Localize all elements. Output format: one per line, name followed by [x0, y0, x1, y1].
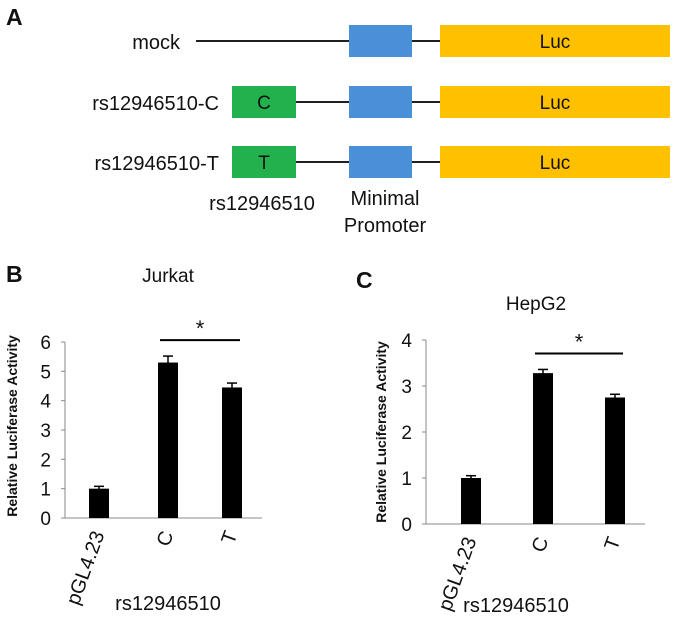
y-tick-label: 0: [40, 509, 51, 530]
enhancer-allele-label: T: [258, 153, 270, 174]
bar-c: [158, 362, 178, 518]
construct-c: rs12946510-C C Luc: [92, 86, 670, 118]
enhancer-box-c: [232, 86, 296, 118]
x-axis-label: rs12946510: [115, 593, 221, 615]
construct-t: rs12946510-T T Luc: [94, 146, 670, 178]
y-tick-label: 2: [401, 423, 412, 444]
panel-c-chart: C HepG2 Relative Luciferase Activity rs1…: [356, 267, 645, 617]
enhancer-allele-label: C: [257, 93, 271, 114]
y-tick-label: 5: [40, 362, 51, 383]
bar-pgl423: [89, 488, 109, 518]
construct-label: mock: [132, 32, 181, 54]
enhancer-box-t: [232, 146, 296, 178]
luc-box: [440, 86, 670, 118]
minimal-promoter-box: [349, 146, 412, 178]
promoter-caption-line1: Minimal: [351, 188, 420, 210]
y-tick-label: 2: [40, 450, 51, 471]
y-tick-label: 3: [401, 377, 412, 398]
y-tick-label: 3: [40, 421, 51, 442]
luc-label: Luc: [540, 32, 571, 53]
promoter-caption-line2: Promoter: [344, 215, 427, 237]
minimal-promoter-box: [349, 25, 412, 57]
construct-mock: mock Luc: [132, 25, 670, 57]
x-axis-label: rs12946510: [463, 595, 569, 617]
y-axis-label: Relative Luciferase Activity: [373, 341, 389, 523]
construct-label: rs12946510-T: [94, 153, 219, 175]
panel-a: A mock Luc rs12946510-C C Luc rs12946510…: [6, 4, 670, 237]
significance-star: *: [575, 329, 584, 354]
x-category-label: pGL4.23: [62, 528, 109, 608]
x-category-label: C: [153, 528, 179, 549]
y-tick-label: 0: [401, 515, 412, 536]
x-category-label: C: [528, 534, 554, 555]
y-tick-label: 4: [401, 331, 412, 352]
significance-star: *: [196, 316, 205, 341]
luc-box: [440, 146, 670, 178]
bar-pgl423: [461, 478, 481, 524]
y-tick-label: 4: [40, 392, 51, 413]
y-tick-label: 1: [401, 469, 412, 490]
y-tick-label: 6: [40, 333, 51, 354]
chart-title: Jurkat: [142, 266, 194, 287]
y-axis-label: Relative Luciferase Activity: [4, 335, 20, 517]
panel-b-letter: B: [6, 261, 23, 287]
bar-c: [533, 373, 553, 524]
luc-label: Luc: [540, 153, 571, 174]
snp-caption: rs12946510: [209, 193, 315, 215]
luc-box: [440, 25, 670, 57]
bar-t: [605, 397, 625, 524]
panel-b-chart: B Jurkat Relative Luciferase Activity rs…: [4, 261, 262, 615]
panel-c-letter: C: [356, 267, 373, 293]
x-category-label: T: [217, 528, 242, 547]
construct-label: rs12946510-C: [92, 93, 219, 115]
chart-title: HepG2: [506, 294, 566, 315]
x-category-label: T: [600, 534, 625, 553]
bar-t: [222, 387, 242, 518]
luc-label: Luc: [540, 93, 571, 114]
y-tick-label: 1: [40, 480, 51, 501]
minimal-promoter-box: [349, 86, 412, 118]
panel-a-letter: A: [6, 4, 23, 30]
